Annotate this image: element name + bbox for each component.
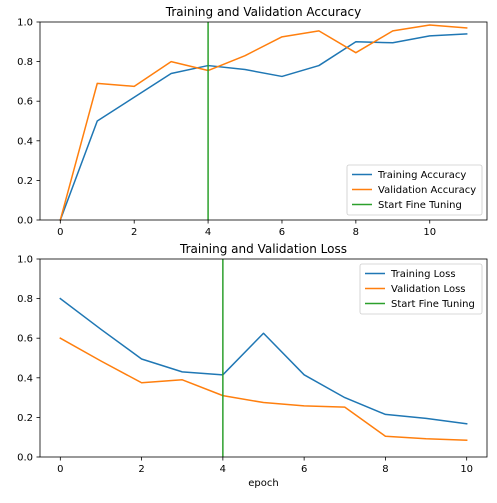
x-tick-label: 10 xyxy=(460,464,473,475)
legend: Training Loss Validation Loss Start Fine T… xyxy=(359,263,483,315)
x-tick-label: 8 xyxy=(382,464,388,475)
x-tick-label: 6 xyxy=(279,227,285,238)
axes-frame xyxy=(39,21,488,221)
x-tick-label: 10 xyxy=(423,227,436,238)
x-axis-label: epoch xyxy=(248,478,278,489)
chart-title: Training and Validation Loss xyxy=(179,242,347,256)
x-tick-label: 0 xyxy=(57,227,63,238)
x-tick-label: 2 xyxy=(138,464,144,475)
y-tick-label: 0.4 xyxy=(17,136,33,147)
legend-box xyxy=(346,164,483,216)
series-line-validation-loss xyxy=(59,337,468,441)
y-tick-label: 1.0 xyxy=(17,255,33,266)
x-tick-label: 4 xyxy=(205,227,211,238)
y-tick-label: 0.8 xyxy=(17,294,33,305)
series-line-validation-accuracy xyxy=(59,24,468,221)
x-tick-label: 0 xyxy=(57,464,63,475)
legend-label: Validation Accuracy xyxy=(378,185,476,196)
y-tick-label: 0.2 xyxy=(17,413,33,424)
axes-frame xyxy=(39,258,488,458)
chart-title: Training and Validation Accuracy xyxy=(165,5,361,19)
series-line-training-accuracy xyxy=(59,33,468,221)
x-tick-label: 6 xyxy=(301,464,307,475)
legend-label: Training Loss xyxy=(390,269,456,280)
y-tick-label: 0.2 xyxy=(17,176,33,187)
legend-label: Start Fine Tuning xyxy=(378,200,462,211)
y-tick-label: 0.8 xyxy=(17,57,33,68)
legend-label: Validation Loss xyxy=(391,284,466,295)
y-tick-label: 1.0 xyxy=(17,18,33,29)
legend-label: Start Fine Tuning xyxy=(391,299,475,310)
y-tick-label: 0.6 xyxy=(17,97,33,108)
legend: Training Accuracy Validation Accuracy Star… xyxy=(346,164,483,216)
accuracy-chart: Training and Validation Accuracy 0 2 4 6 8 10 0… xyxy=(17,5,488,238)
y-tick-label: 0.0 xyxy=(17,216,33,227)
legend-box xyxy=(359,263,483,315)
series-line-training-loss xyxy=(59,297,468,425)
x-tick-label: 8 xyxy=(353,227,359,238)
x-tick-label: 2 xyxy=(131,227,137,238)
y-tick-label: 0.6 xyxy=(17,334,33,345)
y-tick-label: 0.0 xyxy=(17,453,33,464)
x-tick-label: 4 xyxy=(220,464,226,475)
legend-label: Training Accuracy xyxy=(377,170,466,181)
y-tick-label: 0.4 xyxy=(17,373,33,384)
loss-chart: Training and Validation Loss 0 2 4 6 8 10 0.0 0.… xyxy=(17,242,488,489)
